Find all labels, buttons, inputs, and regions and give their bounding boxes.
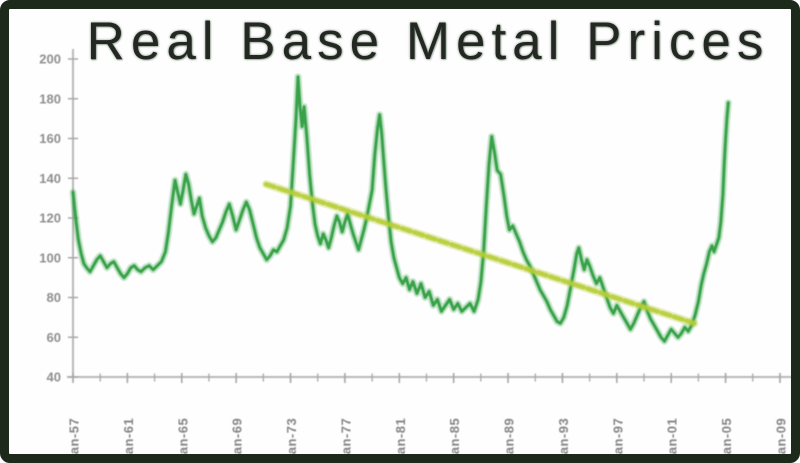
y-tick-label: 120 xyxy=(39,211,61,226)
x-tick-label: Jan-81 xyxy=(393,418,408,462)
series-line xyxy=(71,75,730,343)
y-tick-label: 40 xyxy=(47,370,61,385)
y-tick-label: 160 xyxy=(39,131,61,146)
trend-line xyxy=(263,181,697,326)
x-tick-label: Jan-05 xyxy=(719,418,734,462)
price-chart-canvas: 200 180 160 140 120 100 80 60 40 Jan-57 Jan-61 Jan-… xyxy=(39,49,791,462)
y-tick-label: 80 xyxy=(47,290,61,305)
x-tick-label: Jan-61 xyxy=(121,418,136,462)
x-tick-label: Jan-09 xyxy=(773,418,788,462)
x-tick-label: Jan-65 xyxy=(175,418,190,462)
x-tick-label: Jan-89 xyxy=(502,418,517,462)
x-tick-label: Jan-57 xyxy=(67,418,82,462)
x-tick-label: Jan-73 xyxy=(284,418,299,462)
x-tick-label: Jan-93 xyxy=(556,418,571,462)
x-tick-label: Jan-77 xyxy=(338,418,353,462)
x-tick-label: Jan-01 xyxy=(665,418,680,462)
x-tick-label: Jan-97 xyxy=(610,418,625,462)
chart-title: Real Base Metal Prices xyxy=(86,12,770,71)
y-tick-label: 60 xyxy=(47,330,61,345)
y-tick-label: 100 xyxy=(39,250,61,265)
x-tick-label: Jan-69 xyxy=(230,418,245,462)
y-tick-label: 140 xyxy=(39,171,61,186)
x-tick-label: Jan-85 xyxy=(447,418,462,462)
y-tick-label: 200 xyxy=(39,52,61,67)
y-tick-label: 180 xyxy=(39,91,61,106)
